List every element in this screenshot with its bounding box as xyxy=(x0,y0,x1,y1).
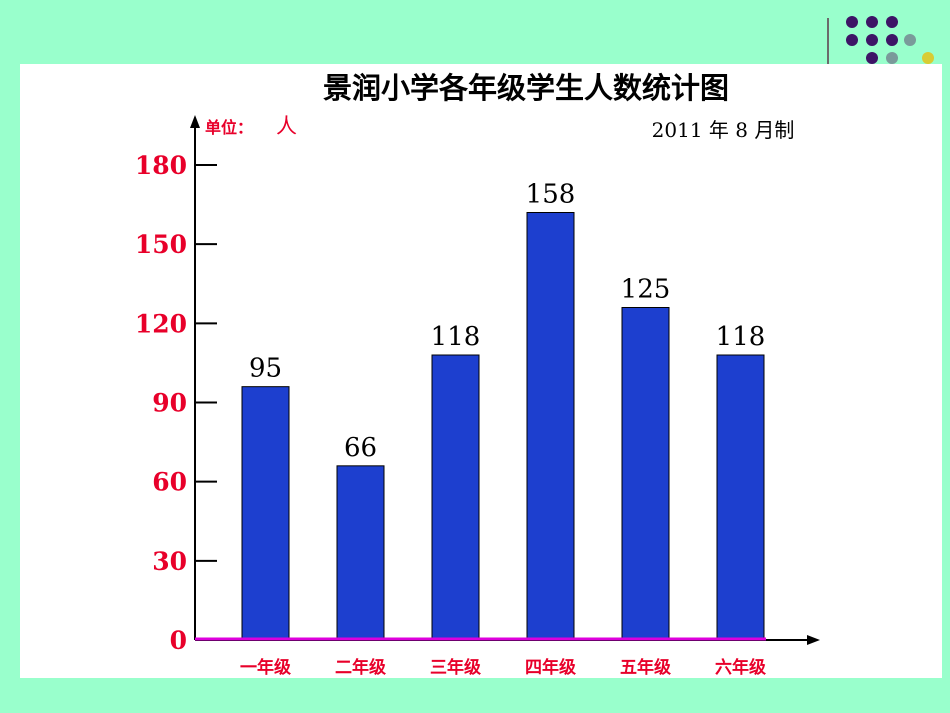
decorative-divider xyxy=(827,18,829,64)
y-axis-unit: 人 xyxy=(276,114,297,138)
x-category-label: 一年级 xyxy=(240,657,291,678)
bar-5 xyxy=(621,307,670,641)
bar-2 xyxy=(336,465,385,641)
data-label: 118 xyxy=(431,322,481,352)
data-label: 118 xyxy=(716,322,766,352)
decorative-dot xyxy=(904,34,916,46)
x-category-label: 四年级 xyxy=(525,657,576,678)
y-axis-unit-label: 单位： xyxy=(205,118,253,137)
data-label: 95 xyxy=(249,354,282,384)
y-tick-label: 150 xyxy=(135,230,187,259)
bar-3 xyxy=(431,354,480,641)
x-category-label: 六年级 xyxy=(715,657,766,678)
y-tick-label: 0 xyxy=(170,626,187,655)
x-axis-arrow xyxy=(807,635,820,645)
y-tick-label: 30 xyxy=(152,547,187,576)
decorative-dot xyxy=(922,52,934,64)
decorative-dot xyxy=(886,52,898,64)
bar-6 xyxy=(716,354,765,641)
bar-4 xyxy=(526,212,575,641)
chart-subtitle: 2011 年 8 月制 xyxy=(652,118,795,142)
y-axis-arrow xyxy=(190,115,200,128)
chart-title: 景润小学各年级学生人数统计图 xyxy=(323,71,729,105)
data-label: 125 xyxy=(621,275,671,305)
bar-1 xyxy=(241,386,290,641)
data-label: 66 xyxy=(344,433,377,463)
decorative-dot xyxy=(886,34,898,46)
y-tick-label: 120 xyxy=(135,309,187,338)
decorative-dot xyxy=(866,52,878,64)
decorative-dot xyxy=(846,16,858,28)
data-label: 158 xyxy=(526,180,576,210)
y-tick-label: 180 xyxy=(135,151,187,180)
decorative-dot xyxy=(866,34,878,46)
x-category-label: 三年级 xyxy=(430,657,481,678)
decorative-dot xyxy=(886,16,898,28)
x-category-label: 二年级 xyxy=(335,657,386,678)
decorative-dot xyxy=(846,34,858,46)
slide-panel xyxy=(20,64,942,678)
decorative-dot xyxy=(866,16,878,28)
x-category-label: 五年级 xyxy=(620,657,671,678)
decorative-dots xyxy=(846,14,946,64)
y-tick-label: 60 xyxy=(152,468,187,497)
y-tick-label: 90 xyxy=(152,389,187,418)
